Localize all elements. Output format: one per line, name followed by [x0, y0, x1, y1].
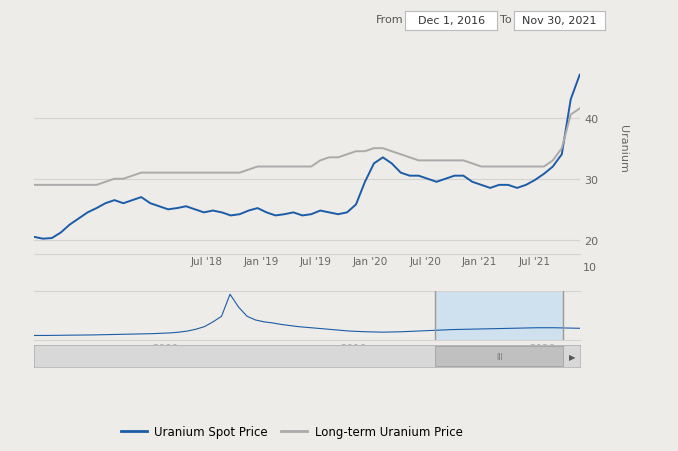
Text: III: III: [496, 352, 502, 361]
Text: 10: 10: [583, 262, 597, 272]
Text: ▶: ▶: [570, 352, 576, 361]
Text: Dec 1, 2016: Dec 1, 2016: [418, 16, 485, 26]
Text: To: To: [500, 15, 512, 25]
Text: From: From: [376, 15, 403, 25]
Bar: [435, 291, 563, 341]
Y-axis label: Uranium: Uranium: [618, 125, 628, 173]
FancyBboxPatch shape: [435, 346, 563, 366]
Legend: Uranium Spot Price, Long-term Uranium Price: Uranium Spot Price, Long-term Uranium Pr…: [116, 420, 467, 443]
Text: Nov 30, 2021: Nov 30, 2021: [523, 16, 597, 26]
